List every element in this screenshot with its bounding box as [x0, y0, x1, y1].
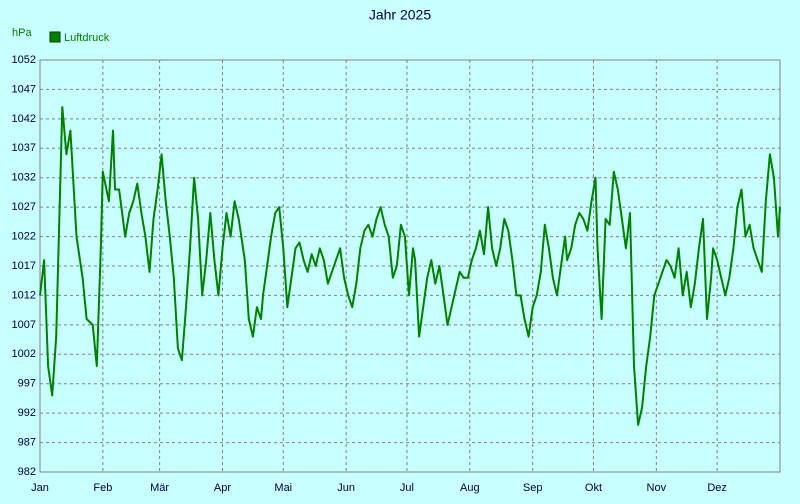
y-tick-label: 1002	[12, 348, 36, 360]
x-tick-label: Apr	[214, 482, 231, 494]
x-tick-label: Okt	[585, 482, 602, 494]
y-tick-label: 1027	[12, 201, 36, 213]
data-line	[39, 106, 781, 426]
legend-label: Luftdruck	[64, 32, 110, 44]
x-tick-label: Feb	[93, 482, 112, 494]
y-tick-label: 1037	[12, 142, 36, 154]
y-tick-label: 997	[18, 378, 36, 390]
y-tick-label: 1052	[12, 54, 36, 66]
legend-swatch	[49, 31, 61, 43]
y-tick-label: 987	[18, 436, 36, 448]
y-tick-label: 1017	[12, 260, 36, 272]
x-tick-label: Jun	[337, 482, 355, 494]
y-tick-label: 1047	[12, 83, 36, 95]
x-tick-label: Mai	[274, 482, 292, 494]
x-tick-label: Jan	[31, 482, 49, 494]
y-tick-label: 992	[18, 407, 36, 419]
y-tick-label: 1012	[12, 289, 36, 301]
x-tick-label: Aug	[460, 482, 480, 494]
chart-title: Jahr 2025	[369, 7, 431, 23]
y-axis-label: hPa	[12, 27, 32, 39]
y-tick-label: 1042	[12, 113, 36, 125]
y-tick-label: 1007	[12, 319, 36, 331]
y-tick-label: 982	[18, 466, 36, 478]
y-tick-label: 1022	[12, 230, 36, 242]
x-tick-label: Dez	[707, 482, 727, 494]
x-tick-label: Mär	[150, 482, 169, 494]
x-tick-label: Nov	[647, 482, 667, 494]
x-tick-label: Jul	[400, 482, 414, 494]
y-tick-label: 1032	[12, 172, 36, 184]
x-tick-label: Sep	[523, 482, 543, 494]
